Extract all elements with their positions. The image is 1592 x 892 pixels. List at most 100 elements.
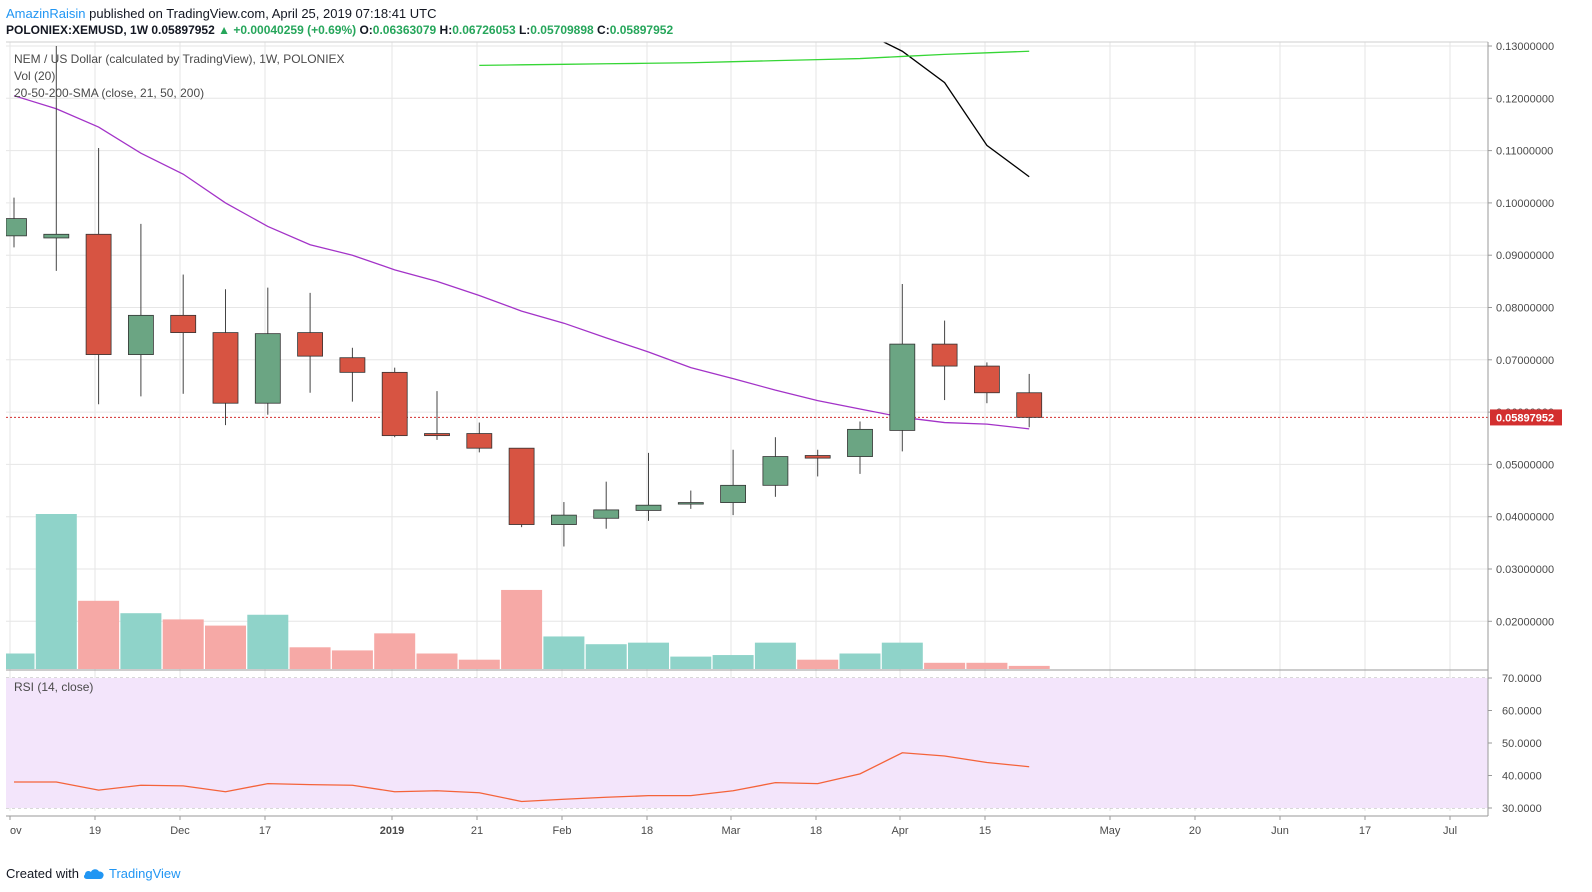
last-price-badge (1490, 409, 1562, 426)
high-label: H: (439, 23, 453, 37)
axes: 0.13000000 0.12000000 0.11000000 0.10000000… (6, 41, 1562, 837)
candle (424, 391, 450, 440)
low-label: L: (518, 23, 531, 37)
x-tick-label: 17 (259, 825, 271, 837)
volume-bar (120, 613, 162, 669)
close-value: 0.05897952 (609, 23, 674, 37)
candle (466, 422, 493, 453)
candle (847, 421, 873, 474)
volume-bar (162, 619, 204, 669)
volume-bars (6, 514, 1050, 669)
author-link[interactable]: AmazinRaisin (6, 6, 86, 21)
candle (804, 449, 831, 477)
volume-bar (966, 662, 1008, 669)
candle (6, 197, 27, 248)
rsi-line (14, 752, 1030, 803)
volume-bar (6, 653, 35, 669)
x-tick-label: 2019 (380, 825, 404, 837)
candle-body (43, 233, 70, 239)
legend-sma: 20-50-200-SMA (close, 21, 50, 200) (14, 86, 204, 100)
price-tick-label: 0.05000000 (1496, 459, 1554, 471)
candle-body (212, 332, 239, 404)
legend: NEM / US Dollar (calculated by TradingVi… (14, 52, 345, 694)
candle (762, 437, 789, 497)
price-tick-label: 0.11000000 (1496, 146, 1553, 158)
volume-bar (585, 644, 627, 669)
candle-body (466, 433, 493, 449)
rsi-tick-label: 70.0000 (1502, 673, 1542, 685)
footer: Created with TradingView (6, 866, 181, 881)
x-tick-label: Apr (891, 825, 908, 837)
price-tick-label: 0.10000000 (1496, 198, 1554, 210)
volume-bar (797, 659, 839, 669)
rsi-tick-label: 40.0000 (1502, 771, 1542, 783)
x-tick-label: Jun (1271, 825, 1289, 837)
legend-title: NEM / US Dollar (calculated by TradingVi… (14, 52, 345, 66)
candle-body (85, 233, 112, 355)
x-tick-label: 18 (641, 825, 653, 837)
rsi-series (14, 752, 1030, 803)
rsi-tick-label: 60.0000 (1502, 706, 1542, 718)
symbol-name: POLONIEX:XEMUSD, 1W (6, 23, 149, 37)
volume-bar (839, 653, 881, 669)
candle (339, 347, 366, 402)
tradingview-cloud-icon (83, 868, 104, 879)
high-value: 0.06726053 (452, 23, 516, 37)
x-tick-label: Feb (553, 825, 572, 837)
candle-body (677, 502, 704, 505)
open-value: 0.06363079 (372, 23, 437, 37)
candle (931, 320, 958, 401)
x-tick-label: 19 (89, 825, 101, 837)
volume-bar (78, 600, 120, 669)
candle-body (847, 428, 873, 457)
tradingview-link[interactable]: TradingView (108, 866, 181, 881)
candle (254, 287, 281, 415)
candle (43, 46, 70, 271)
candle (635, 452, 662, 521)
volume-bar (289, 647, 331, 669)
candle (974, 362, 1000, 404)
volume-bar (247, 614, 289, 669)
up-arrow-icon: ▲ (218, 23, 230, 37)
sma-21-line (13, 95, 1030, 430)
volume-bar (543, 636, 585, 669)
volume-bar (924, 662, 966, 669)
candle-body (339, 357, 366, 373)
volume-bar (331, 650, 373, 669)
candle-body (551, 514, 577, 525)
x-tick-label: Mar (722, 825, 741, 837)
candle-body (170, 314, 197, 334)
price-tick-label: 0.08000000 (1496, 303, 1554, 315)
x-tick-label: 21 (471, 825, 483, 837)
candle-body (1016, 392, 1043, 418)
price-tick-label: 0.13000000 (1496, 41, 1554, 53)
price-tick-label: 0.07000000 (1496, 355, 1554, 367)
sma-200-line (479, 50, 1030, 67)
volume-bar (754, 642, 796, 669)
candle (297, 292, 324, 393)
candle (593, 481, 620, 529)
published-text: published on TradingView.com, April 25, … (89, 6, 437, 21)
candles (6, 46, 1043, 547)
candle (85, 147, 112, 405)
x-tick-label: May (1100, 825, 1121, 837)
candle-body (762, 456, 789, 486)
rsi-tick-label: 30.0000 (1502, 803, 1542, 815)
volume-bar (416, 653, 458, 669)
volume-bar (205, 625, 246, 669)
candle-body (381, 371, 408, 437)
volume-bar (458, 659, 500, 669)
candle (381, 367, 408, 438)
price-tick-label: 0.02000000 (1496, 616, 1554, 628)
candle-body (593, 509, 620, 519)
volume-bar (712, 655, 754, 669)
sma-50-line (882, 42, 1030, 178)
candle (1016, 373, 1043, 428)
publish-line: AmazinRaisin published on TradingView.co… (6, 6, 436, 21)
legend-rsi: RSI (14, close) (14, 680, 93, 694)
candle (551, 502, 577, 547)
candle-body (6, 218, 27, 237)
price-tick-label: 0.04000000 (1496, 512, 1554, 524)
candle (889, 283, 916, 452)
volume-bar (35, 514, 77, 669)
